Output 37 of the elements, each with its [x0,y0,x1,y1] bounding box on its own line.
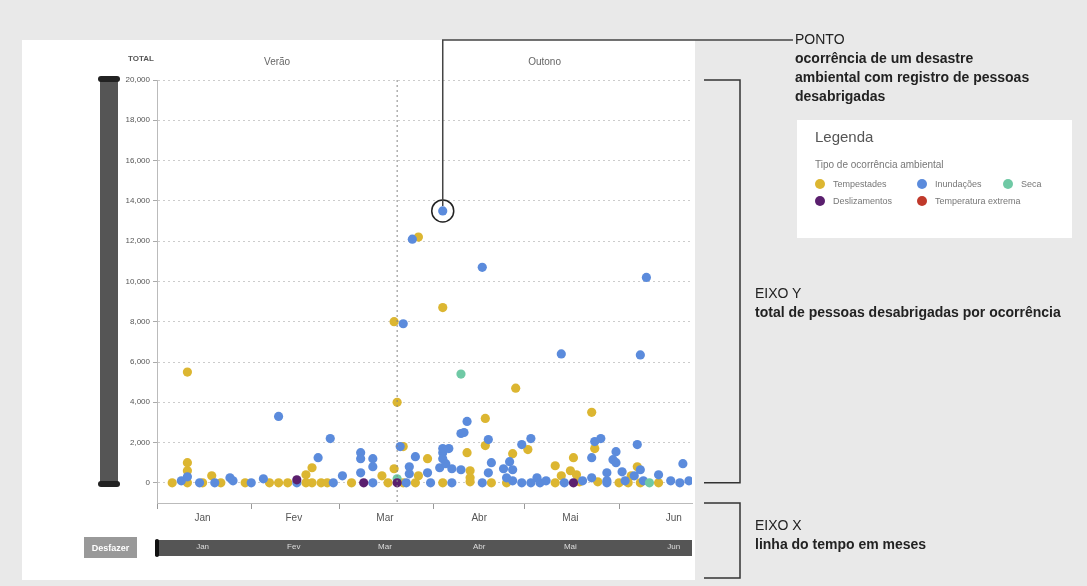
y-tick-label: 14,000 [125,196,151,206]
text: Abr [472,542,486,551]
text: Fev [287,542,301,551]
y-tick-label: 6,000 [129,357,151,367]
text: EIXO Y total de pessoas desabrigadas por ocorrência [755,284,1062,322]
undo-button: Desfazer [84,537,137,558]
text: Mai [563,542,577,551]
x-tick-label: Fev [285,511,303,523]
text: Jan [196,542,210,551]
legend-label: Seca [1021,179,1042,189]
y-tick-label: 12,000 [125,236,151,246]
y-tick-label: 10,000 [125,276,151,286]
text: Jun [667,542,681,551]
x-tick-label: Mai [562,511,579,523]
x-tick-label: Jan [194,511,211,523]
legend-label: Inundações [935,179,982,189]
y-tick-label: 20,000 [125,75,151,85]
y-tick-label: 0 [145,478,151,488]
legend-title: Tipo de ocorrência ambiental [815,159,945,170]
text: Mar [378,542,392,551]
x-tick-label: Mar [376,511,395,523]
legend-label: Deslizamentos [833,196,893,206]
text: EIXO X linha do tempo em meses [755,516,928,554]
y-tick-label: 8,000 [129,316,151,326]
x-tick-label: Jun [665,511,682,523]
annotation: PONTO ocorrência de um desastre ambiental com registro de pessoas desabrigadas [795,31,1030,104]
y-tick-label: 2,000 [129,437,151,447]
y-axis-title: TOTAL [128,54,155,64]
x-tick-label: Abr [471,511,488,523]
y-tick-label: 18,000 [125,115,151,125]
y-tick-label: 16,000 [125,155,151,165]
y-tick-label: 4,000 [129,397,151,407]
text: Verão [264,55,291,67]
text: Outono [528,55,562,67]
legend-label: Temperatura extrema [935,196,1021,206]
text: Legenda [815,128,875,145]
legend-label: Tempestades [833,179,887,189]
